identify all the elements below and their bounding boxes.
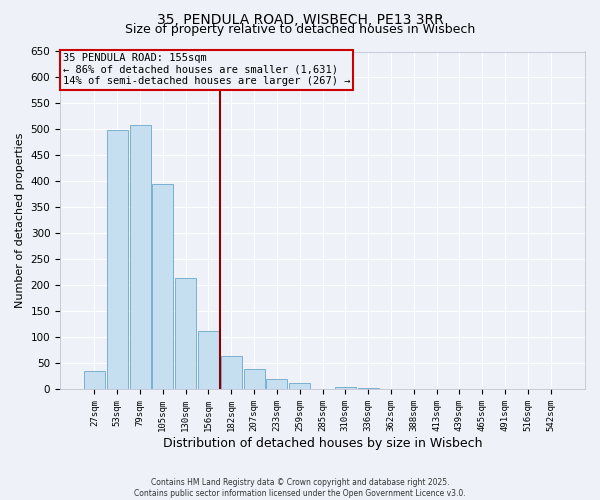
- Bar: [107, 130, 128, 390]
- Text: 35 PENDULA ROAD: 155sqm
← 86% of detached houses are smaller (1,631)
14% of semi: 35 PENDULA ROAD: 155sqm ← 86% of detache…: [62, 53, 350, 86]
- Bar: [358, 388, 379, 390]
- Bar: [335, 387, 356, 390]
- Bar: [244, 368, 265, 390]
- Text: 35, PENDULA ROAD, WISBECH, PE13 3RR: 35, PENDULA ROAD, WISBECH, PE13 3RR: [157, 12, 443, 26]
- Bar: [175, 278, 196, 390]
- Bar: [84, 372, 105, 390]
- Bar: [266, 379, 287, 390]
- X-axis label: Distribution of detached houses by size in Wisbech: Distribution of detached houses by size …: [163, 437, 482, 450]
- Bar: [289, 383, 310, 390]
- Text: Contains HM Land Registry data © Crown copyright and database right 2025.
Contai: Contains HM Land Registry data © Crown c…: [134, 478, 466, 498]
- Bar: [130, 126, 151, 390]
- Bar: [221, 356, 242, 390]
- Bar: [449, 389, 470, 390]
- Bar: [152, 184, 173, 390]
- Y-axis label: Number of detached properties: Number of detached properties: [15, 133, 25, 308]
- Text: Size of property relative to detached houses in Wisbech: Size of property relative to detached ho…: [125, 22, 475, 36]
- Bar: [198, 330, 219, 390]
